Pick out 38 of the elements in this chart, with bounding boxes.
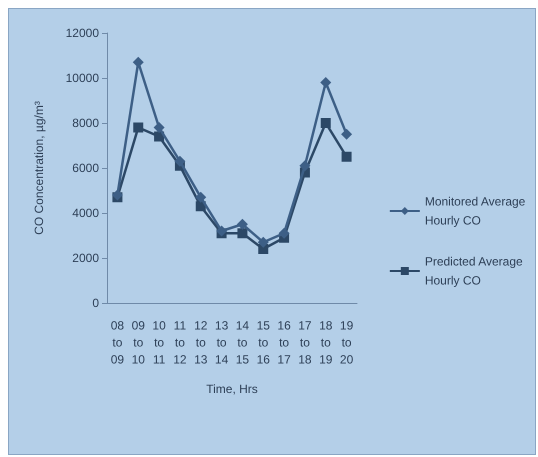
x-tick-label: 09 to 10 [132,318,146,366]
point [278,228,290,239]
y-tick-label: 4000 [72,206,100,220]
x-tick-label: 15 to 16 [256,318,270,366]
x-tick-label: 08 to 09 [110,318,124,366]
point [320,118,331,128]
point [112,190,123,200]
x-tick-label: 16 to 17 [277,318,292,366]
y-tick-label: 10000 [66,71,100,85]
x-tick-label: 17 to 18 [298,318,312,366]
y-tick-label: 0 [92,296,100,310]
point [342,152,352,162]
x-tick-label: 14 to 15 [236,318,250,366]
point [154,122,165,133]
y-tick-label: 2000 [72,251,100,265]
x-tick-label: 10 to 11 [152,318,166,366]
x-tick-label: 18 to 19 [319,318,333,366]
legend-label: Monitored Average Hourly CO [424,194,526,228]
point [216,226,228,236]
x-tick-label: 11 to 12 [173,318,187,366]
point [133,122,144,132]
x-tick-label: 12 to 13 [194,318,208,366]
x-tick-label: 19 to 20 [340,318,354,366]
point [236,218,248,230]
y-tick-label: 8000 [72,116,100,130]
x-tick-label: 13 to 14 [214,318,229,366]
y-tick-label: 12000 [66,26,100,40]
point [237,228,248,238]
y-axis-title: CO Concentration, µg/m³ [32,101,46,235]
point [195,192,206,203]
legend-label: Predicted Average Hourly CO [424,254,523,288]
y-tick-label: 6000 [72,161,100,175]
point [174,156,186,167]
point [299,160,310,172]
x-axis-title: Time, Hrs [206,382,258,396]
point [320,77,332,88]
point [341,128,352,140]
point [258,236,269,248]
